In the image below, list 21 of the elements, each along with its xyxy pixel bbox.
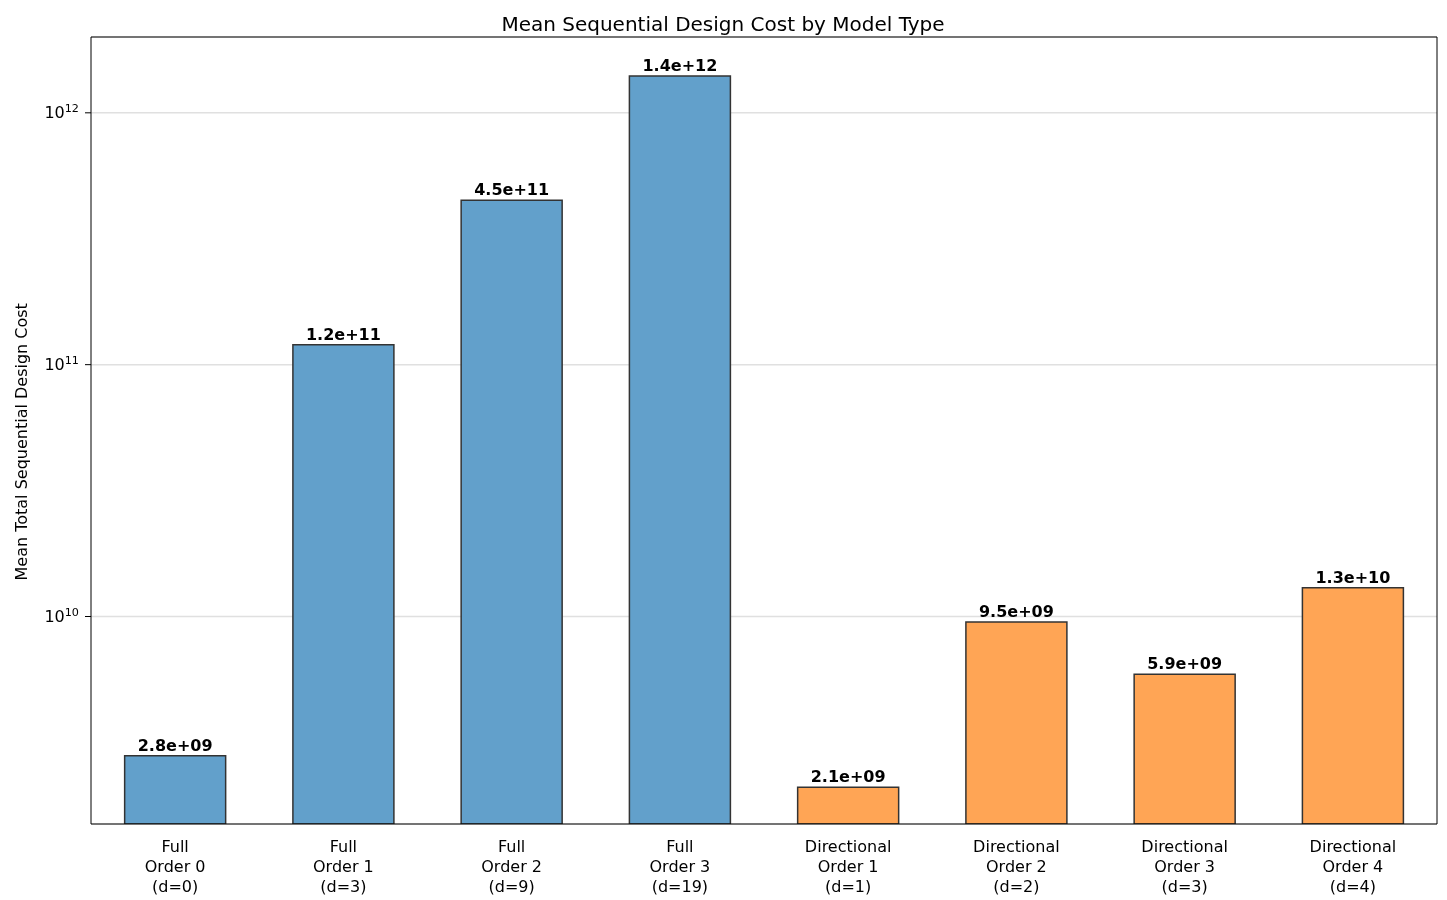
data-label: 2.1e+09 bbox=[810, 767, 886, 787]
y-tick-label: 10$^{11}$ bbox=[44, 353, 79, 374]
data-label: 5.9e+09 bbox=[1147, 654, 1223, 674]
x-tick-label: Full Order 1 (d=3) bbox=[313, 837, 374, 897]
data-label: 1.4e+12 bbox=[642, 56, 718, 76]
x-tick-label: Full Order 0 (d=0) bbox=[144, 837, 206, 897]
x-tick-label: Full Order 2 (d=9) bbox=[481, 837, 542, 897]
data-label: 1.3e+10 bbox=[1315, 567, 1391, 587]
data-label: 2.8e+09 bbox=[137, 735, 213, 755]
data-label: 9.5e+09 bbox=[978, 602, 1054, 622]
x-tick-label: Full Order 3 (d=19) bbox=[649, 837, 711, 897]
chart-title: Mean Sequential Design Cost by Model Type bbox=[500, 12, 946, 36]
x-tick-label: Directional Order 3 (d=3) bbox=[1141, 837, 1228, 897]
x-tick-label: Directional Order 1 (d=1) bbox=[804, 837, 892, 897]
x-tick-label: Directional Order 2 (d=2) bbox=[973, 837, 1060, 897]
y-axis-title: Mean Total Sequential Design Cost bbox=[11, 303, 31, 581]
x-tick-label: Directional Order 4 (d=4) bbox=[1309, 837, 1397, 897]
data-label: 1.2e+11 bbox=[305, 324, 381, 344]
data-label: 4.5e+11 bbox=[474, 180, 550, 200]
y-tick-label: 10$^{10}$ bbox=[44, 605, 79, 626]
y-tick-label: 10$^{12}$ bbox=[44, 101, 79, 122]
